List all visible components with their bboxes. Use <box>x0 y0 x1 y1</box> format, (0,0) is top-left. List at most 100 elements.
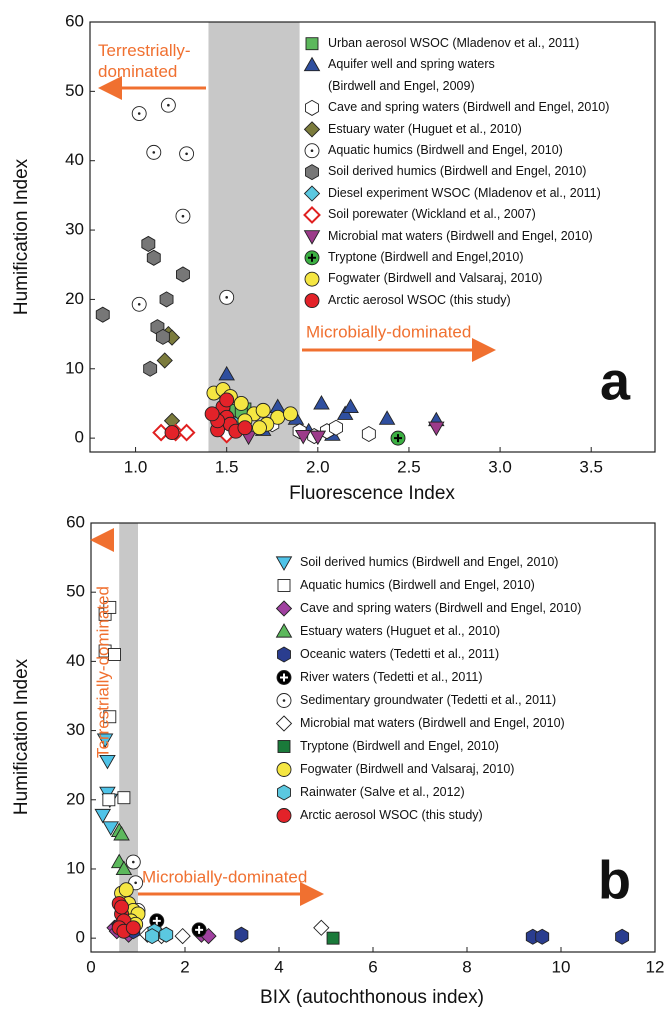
legend-symbol <box>304 293 320 309</box>
annotation: Terrestrially-dominated <box>93 586 112 758</box>
legend-label: Soil porewater (Wickland et al., 2007) <box>328 207 536 222</box>
legend-label: Aquatic humics (Birdwell and Engel, 2010… <box>300 578 535 592</box>
y-tick-label: 10 <box>66 858 85 877</box>
annotation: Microbially-dominated <box>306 322 471 341</box>
marker <box>535 928 550 945</box>
marker <box>255 402 271 418</box>
legend-label: Urban aerosol WSOC (Mladenov et al., 201… <box>328 36 580 50</box>
marker <box>103 710 117 724</box>
legend-symbol <box>277 784 291 801</box>
legend-label: Tryptone (Birdwell and Engel,2010) <box>328 250 524 265</box>
legend-symbol <box>303 230 321 245</box>
x-tick-label: 3.0 <box>488 457 512 476</box>
legend-label: Arctic aerosol WSOC (this study) <box>300 808 483 822</box>
marker <box>113 825 130 841</box>
legend-symbol <box>303 121 321 138</box>
shaded-region <box>119 523 138 952</box>
marker <box>283 406 298 422</box>
legend-symbol <box>277 579 291 592</box>
marker <box>234 926 249 943</box>
marker <box>146 249 161 266</box>
legend-label: Aquifer well and spring waters (Birdwell… <box>328 57 495 93</box>
marker <box>143 360 158 377</box>
y-tick-label: 0 <box>76 928 85 947</box>
marker-dot <box>282 699 286 702</box>
legend-label: Fogwater (Birdwell and Valsaraj, 2010) <box>328 271 543 286</box>
marker-dot <box>181 214 185 218</box>
legend-label: Estuary waters (Huguet et al., 2010) <box>300 624 501 638</box>
marker-dot <box>185 152 188 156</box>
legend-symbol <box>304 271 320 287</box>
legend-symbol <box>276 762 292 777</box>
marker <box>237 420 253 436</box>
marker <box>94 808 112 824</box>
marker <box>145 928 160 945</box>
legend-symbol <box>303 206 321 224</box>
marker <box>156 352 173 369</box>
marker-dot <box>134 881 137 885</box>
y-tick-label: 30 <box>66 720 85 739</box>
marker-dot <box>137 302 141 306</box>
legend-symbol <box>276 808 292 823</box>
marker <box>361 425 376 442</box>
marker <box>102 793 116 807</box>
x-tick-label: 8 <box>462 957 471 976</box>
marker-dot <box>152 151 156 154</box>
marker <box>125 920 141 936</box>
legend-symbol <box>305 37 319 51</box>
legend-symbol <box>305 99 319 116</box>
marker <box>233 396 249 411</box>
marker <box>103 600 117 614</box>
marker <box>99 754 116 770</box>
legend-label: Sedimentary groundwater (Tedetti et al.,… <box>300 693 557 707</box>
y-tick-label: 50 <box>65 81 84 100</box>
x-tick-label: 10 <box>552 957 571 976</box>
marker <box>329 419 343 436</box>
marker <box>159 291 174 308</box>
y-axis-label: Humification Index <box>11 158 32 315</box>
legend-symbol <box>277 646 291 663</box>
legend-label: Oceanic waters (Tedetti et al., 2011) <box>300 647 500 661</box>
legend-label: Fogwater (Birdwell and Valsaraj, 2010) <box>300 762 515 776</box>
legend-label: Soil derived humics (Birdwell and Engel,… <box>328 164 587 179</box>
legend-label: Aquatic humics (Birdwell and Engel, 2010… <box>328 143 563 158</box>
y-tick-label: 10 <box>65 358 84 377</box>
marker <box>218 365 235 381</box>
marker <box>252 420 267 436</box>
x-axis-label: Fluorescence Index <box>289 483 455 504</box>
legend-label: Estuary water (Huguet et al., 2010) <box>328 121 522 136</box>
legend-label: River waters (Tedetti et al., 2011) <box>300 670 483 684</box>
x-tick-label: 0 <box>86 957 95 976</box>
panel-label: a <box>600 351 631 411</box>
marker <box>95 306 110 323</box>
x-axis-label: BIX (autochthonous index) <box>260 987 484 1008</box>
marker <box>96 733 114 748</box>
marker <box>164 425 180 441</box>
legend-symbol <box>275 600 293 617</box>
marker <box>342 398 359 413</box>
legend-label: Microbial mat waters (Birdwell and Engel… <box>300 716 565 730</box>
marker <box>204 406 220 422</box>
y-axis-label: Humification Index <box>11 658 32 815</box>
panel-label: b <box>598 850 631 910</box>
marker <box>174 927 191 945</box>
x-tick-label: 1.0 <box>124 457 148 476</box>
legend-label: Tryptone (Birdwell and Engel, 2010) <box>300 739 499 753</box>
legend-label: Soil derived humics (Birdwell and Engel,… <box>300 555 559 569</box>
annotation: Microbially-dominated <box>142 867 307 886</box>
marker-dot <box>167 103 170 107</box>
x-tick-label: 2.5 <box>397 457 421 476</box>
y-tick-label: 40 <box>66 651 85 670</box>
marker <box>155 328 170 345</box>
marker <box>313 395 330 410</box>
legend: Soil derived humics (Birdwell and Engel,… <box>300 551 581 827</box>
marker <box>117 791 131 805</box>
x-tick-label: 6 <box>368 957 377 976</box>
legend-symbol <box>303 56 321 72</box>
marker <box>114 899 130 915</box>
marker <box>102 821 120 836</box>
marker <box>326 931 340 945</box>
x-tick-label: 3.5 <box>579 457 603 476</box>
